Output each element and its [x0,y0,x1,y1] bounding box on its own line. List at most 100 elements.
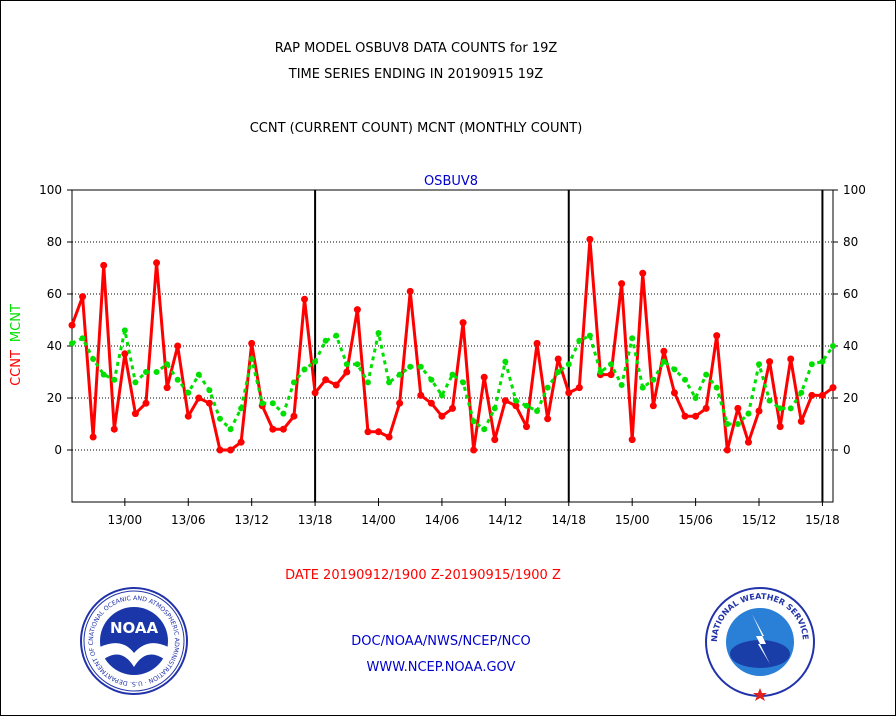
data-point-ccnt [153,259,161,267]
data-point-mcnt [798,389,805,396]
data-point-ccnt [131,410,139,418]
data-point-mcnt [280,410,287,417]
data-point-mcnt [608,361,615,368]
data-point-ccnt [692,412,700,420]
data-point-ccnt [470,446,478,454]
data-point-ccnt [216,446,224,454]
y-tick-label-right: 0 [843,443,851,457]
data-point-mcnt [555,369,562,375]
data-point-mcnt [618,382,625,388]
data-point-ccnt [174,342,182,350]
data-point-ccnt [713,332,721,340]
data-point-ccnt [375,428,383,436]
data-point-ccnt [702,404,710,412]
data-point-ccnt [322,376,330,384]
data-point-ccnt [544,415,552,423]
data-point-mcnt [734,421,741,427]
data-point-mcnt [333,332,340,339]
data-point-mcnt [174,376,181,383]
data-point-ccnt [797,417,805,425]
noaa-wordmark: NOAA [110,619,159,637]
data-point-mcnt [544,384,551,391]
data-point-mcnt [100,371,107,378]
data-point-ccnt [755,407,763,415]
data-point-mcnt [586,332,593,339]
y-tick-label-right: 40 [843,339,858,353]
data-point-mcnt [650,376,657,383]
data-point-mcnt [534,408,541,414]
data-point-ccnt [195,394,203,402]
data-point-mcnt [111,376,118,383]
data-point-ccnt [269,425,277,433]
data-point-ccnt [565,389,573,397]
data-point-mcnt [90,356,97,362]
data-point-mcnt [153,369,160,375]
data-point-ccnt [364,428,372,436]
data-point-mcnt [576,337,583,344]
y-tick-label-left: 20 [47,391,62,405]
data-point-mcnt [438,392,445,399]
svg-text:CCNTMCNT: CCNT MCNT [9,304,24,386]
date-range: DATE 20190912/1900 Z-20190915/1900 Z [285,568,561,583]
data-point-ccnt [734,404,742,412]
data-point-mcnt [470,418,477,425]
data-point-ccnt [744,438,752,446]
data-point-ccnt [142,399,150,407]
data-point-ccnt [808,391,816,399]
data-point-mcnt [164,361,171,368]
data-point-ccnt [121,350,129,358]
data-point-mcnt [238,405,245,412]
data-point-mcnt [195,371,202,378]
data-point-ccnt [89,433,97,441]
data-point-ccnt [163,384,171,392]
x-tick-label: 15/12 [742,513,777,527]
data-point-mcnt [248,356,255,362]
data-point-ccnt [100,261,108,269]
org-path: DOC/NOAA/NWS/NCEP/NCO [351,634,530,649]
data-point-ccnt [766,358,774,366]
data-point-mcnt [597,369,604,375]
data-point-ccnt [449,404,456,412]
data-point-ccnt [396,399,404,407]
data-point-mcnt [354,361,361,368]
data-point-mcnt [460,379,467,386]
data-point-mcnt [671,366,678,373]
y-tick-label-right: 80 [843,235,858,249]
ncep-url[interactable]: WWW.NCEP.NOAA.GOV [367,660,516,675]
data-point-mcnt [724,421,731,427]
x-tick-label: 15/06 [678,513,713,527]
data-point-mcnt [259,400,266,407]
data-point-ccnt [586,235,594,243]
y-axis-label-ccnt: CCNT [9,350,24,386]
data-point-ccnt [79,293,87,301]
data-point-mcnt [756,361,763,368]
data-point-mcnt [449,371,456,378]
y-axis-label-mcnt: MCNT [9,304,24,342]
chart-title-line1: RAP MODEL OSBUV8 DATA COUNTS for 19Z [275,41,558,56]
data-point-mcnt [639,384,646,391]
data-point-ccnt [670,389,678,397]
x-tick-label: 13/12 [234,513,269,527]
data-point-mcnt [682,376,689,383]
data-point-ccnt [649,402,657,410]
data-point-mcnt [364,379,371,386]
data-point-ccnt [205,399,213,407]
data-point-mcnt [565,361,572,368]
data-point-ccnt [618,280,626,288]
data-point-ccnt [829,384,837,392]
data-point-ccnt [723,446,731,454]
data-point-ccnt [110,425,118,433]
data-point-ccnt [607,371,615,379]
plot-area: 0 0 20 20 40 40 60 60 80 80 100 100 13/00 13/06 13/12 1… [39,183,866,527]
data-point-mcnt [481,426,488,433]
data-point-mcnt [386,379,393,386]
data-point-ccnt [681,412,689,420]
data-point-mcnt [713,384,720,391]
data-point-mcnt [787,405,794,412]
data-point-ccnt [459,319,467,327]
data-point-ccnt [311,389,319,397]
data-point-ccnt [248,339,256,347]
data-point-ccnt [438,412,446,420]
y-tick-label-right: 100 [843,183,866,197]
x-tick-label: 14/18 [551,513,586,527]
